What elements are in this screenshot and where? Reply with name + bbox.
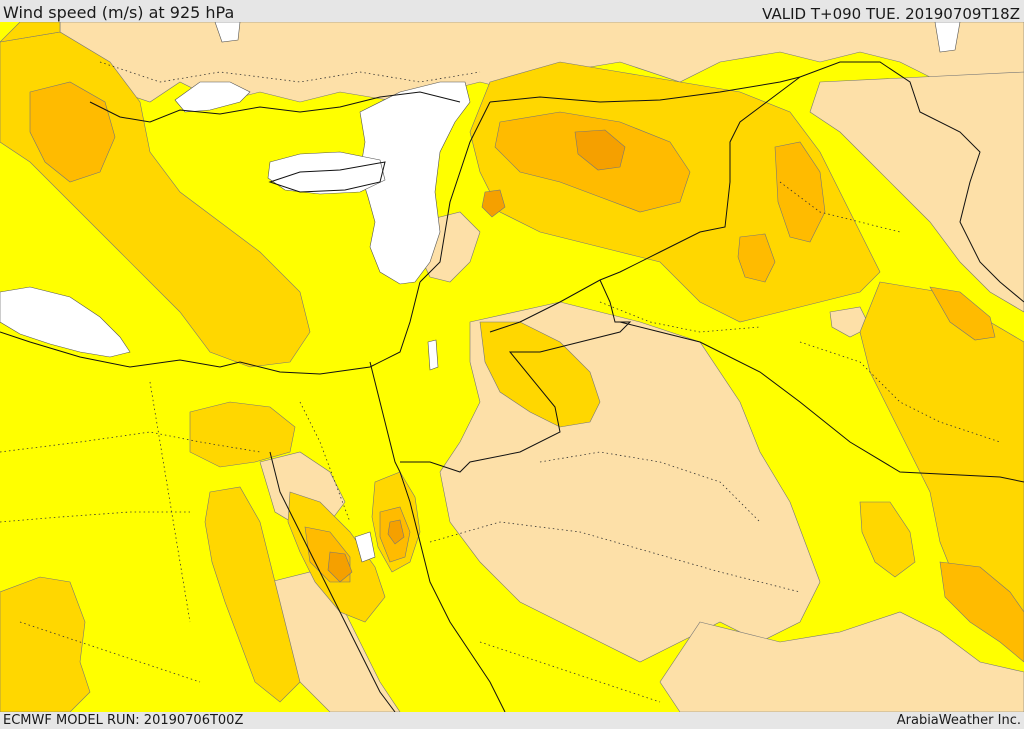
strongest-wind-zones: [327, 129, 626, 583]
admin-borders: [0, 61, 1001, 703]
low-wind-zones: [59, 22, 1024, 712]
map-title: Wind speed (m/s) at 925 hPa: [3, 3, 235, 22]
map-canvas: [0, 22, 1024, 712]
footer-bar: ECMWF MODEL RUN: 20190706T00Z ArabiaWeat…: [0, 712, 1024, 729]
national-borders: [0, 61, 1024, 712]
valid-time-label: VALID T+090 TUE. 20190709T18Z: [762, 5, 1020, 23]
header-bar: Wind speed (m/s) at 925 hPa VALID T+090 …: [0, 0, 1024, 23]
wind-speed-map: [0, 22, 1024, 712]
credit-label: ArabiaWeather Inc.: [896, 713, 1021, 728]
model-run-label: ECMWF MODEL RUN: 20190706T00Z: [3, 713, 244, 728]
masked-sea-areas: [0, 22, 961, 563]
